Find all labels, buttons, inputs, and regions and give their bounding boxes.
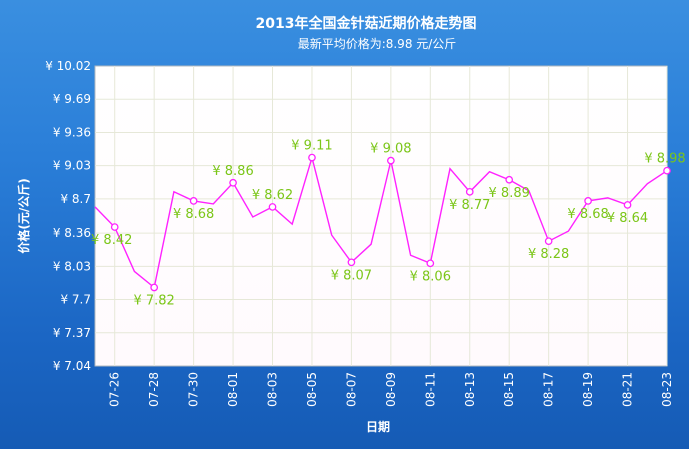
data-point	[426, 259, 435, 268]
data-label: ¥ 8.62	[252, 188, 293, 203]
y-axis-label: 价格(元/公斤)	[16, 178, 31, 253]
x-tick-label: 08-15	[502, 372, 516, 407]
data-label: ¥ 8.98	[644, 152, 685, 167]
data-point	[268, 203, 277, 211]
x-tick-label: 08-03	[266, 372, 280, 407]
data-point	[229, 178, 237, 187]
data-label: ¥ 8.89	[489, 186, 530, 201]
data-label: ¥ 8.68	[567, 207, 608, 222]
x-tick-label: 08-17	[542, 372, 556, 407]
data-label: ¥ 8.28	[528, 247, 569, 262]
y-tick-label: ¥ 9.69	[53, 92, 91, 106]
data-label: ¥ 8.64	[607, 211, 648, 226]
x-tick-label: 08-11	[423, 372, 437, 407]
x-tick-label: 08-21	[621, 372, 635, 407]
data-point	[308, 153, 316, 162]
y-tick-label: ¥ 8.36	[53, 226, 91, 240]
chart-title: 2013年全国金针菇近期价格走势图	[256, 15, 477, 32]
x-tick-label: 07-30	[187, 372, 201, 407]
y-axis-ticks: ¥ 7.04 ¥ 7.37 ¥ 7.7 ¥ 8.03 ¥ 8.36 ¥ 8.7 ¥ 9.03…	[45, 59, 91, 373]
data-labels: ¥ 8.42 ¥ 7.82 ¥ 8.68 ¥ 8.86 ¥ 8.62 ¥ 9.11 ¥ 8.…	[91, 139, 686, 309]
data-label: ¥ 8.77	[449, 198, 490, 213]
x-tick-label: 08-23	[660, 372, 674, 407]
y-tick-label: ¥ 7.04	[53, 359, 91, 373]
x-tick-label: 08-19	[581, 372, 595, 407]
data-point	[584, 197, 592, 205]
data-point	[663, 166, 671, 175]
y-tick-label: ¥ 9.36	[53, 125, 91, 139]
data-point	[505, 175, 514, 184]
x-tick-label: 07-28	[147, 372, 161, 407]
y-tick-label: ¥ 8.03	[53, 259, 91, 273]
data-label: ¥ 8.86	[212, 164, 253, 179]
x-tick-label: 08-01	[226, 372, 240, 407]
data-label: ¥ 9.08	[370, 142, 411, 157]
data-point	[544, 237, 553, 246]
x-tick-label: 07-26	[108, 372, 122, 407]
y-tick-label: ¥ 7.37	[53, 326, 91, 340]
x-tick-label: 08-05	[305, 372, 319, 407]
data-label: ¥ 7.82	[133, 293, 174, 308]
data-point	[623, 201, 632, 209]
x-axis-label: 日期	[366, 419, 390, 434]
data-label: ¥ 8.42	[91, 233, 132, 248]
data-label: ¥ 9.11	[291, 139, 332, 154]
y-tick-label: ¥ 10.02	[45, 59, 91, 73]
data-label: ¥ 8.68	[173, 207, 214, 222]
data-point	[189, 197, 198, 205]
series-layer	[94, 153, 671, 292]
data-point	[387, 156, 395, 165]
data-point	[150, 283, 159, 292]
x-axis-ticks: 07-26 07-28 07-30 08-01 08-03 08-05 08-07 08-09…	[108, 372, 674, 407]
chart-subtitle: 最新平均价格为:8.98 元/公斤	[298, 36, 457, 51]
data-point	[110, 223, 119, 231]
data-point	[347, 258, 356, 267]
data-label: ¥ 8.07	[331, 268, 372, 283]
x-tick-label: 08-13	[463, 372, 477, 407]
data-point	[465, 187, 474, 196]
data-label: ¥ 8.06	[410, 269, 451, 284]
y-tick-label: ¥ 8.7	[60, 192, 91, 206]
plot-area	[94, 65, 668, 367]
x-tick-label: 08-09	[384, 372, 398, 407]
y-tick-label: ¥ 9.03	[53, 159, 91, 173]
x-tick-label: 08-07	[344, 372, 358, 407]
y-tick-label: ¥ 7.7	[60, 293, 91, 307]
grid-lines	[95, 66, 668, 366]
